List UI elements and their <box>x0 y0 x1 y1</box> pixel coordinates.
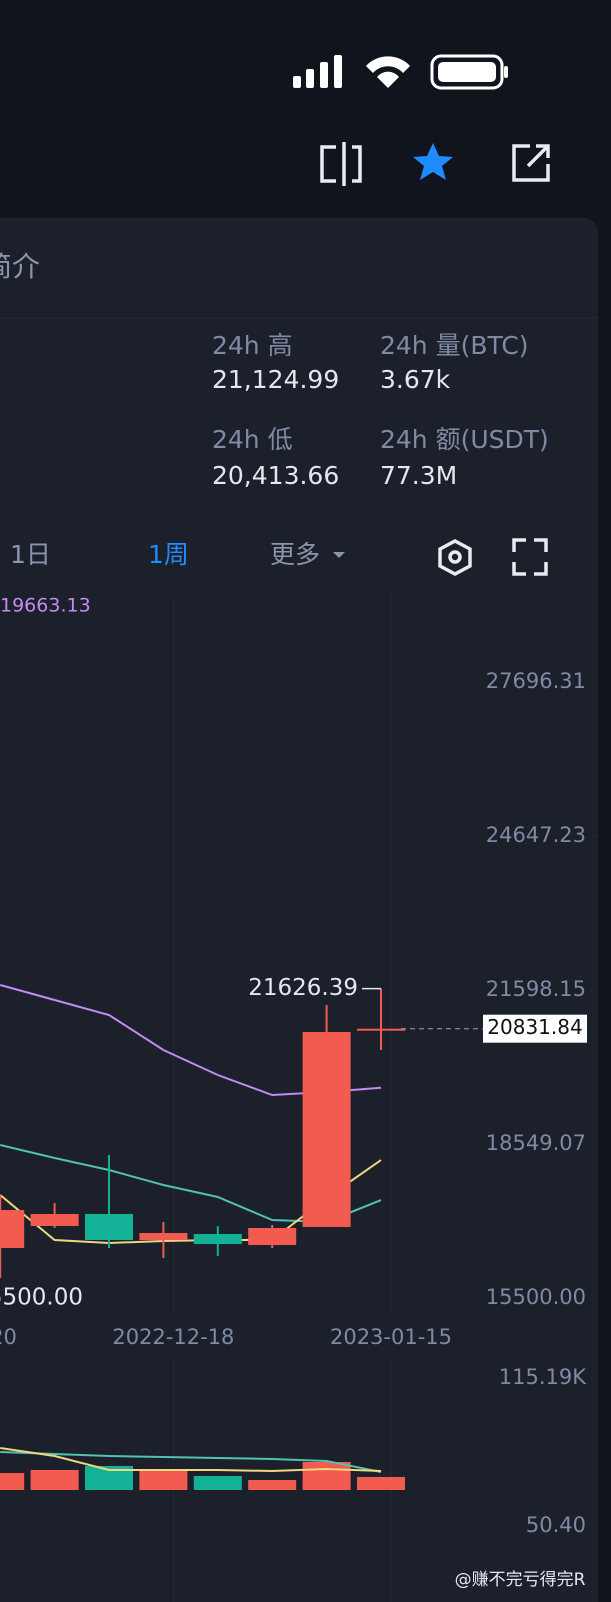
fullscreen-button[interactable] <box>512 538 548 576</box>
candle-body <box>357 1028 405 1031</box>
stat-value: 20,413.66 <box>212 461 339 490</box>
volume-bar <box>139 1469 188 1490</box>
volume-bar <box>30 1469 79 1490</box>
candle-body <box>248 1227 297 1246</box>
volume-bar <box>302 1461 351 1490</box>
low-label: 15500.00 <box>0 1285 83 1311</box>
interval-tab[interactable]: 1日 <box>10 540 51 569</box>
y-tick-label: 115.19K <box>499 1365 587 1389</box>
volume-ma-line <box>0 1447 382 1473</box>
y-tick-label: 27696.31 <box>486 669 586 693</box>
volume-bar <box>193 1475 242 1490</box>
settings-dot <box>448 550 462 564</box>
stat-label: 24h 高 <box>212 331 293 360</box>
volume-ma-line <box>0 1450 382 1473</box>
status-icons <box>293 54 508 90</box>
candle-body <box>85 1214 133 1241</box>
x-tick-label: 2022-12-18 <box>112 1325 234 1349</box>
x-tick-label: 2022-11-20 <box>0 1325 17 1349</box>
share-button[interactable] <box>512 144 550 182</box>
candle-body <box>302 1031 351 1227</box>
ma-label: 19663.13 <box>0 595 91 617</box>
interval-tab-active[interactable]: 1周 <box>148 540 189 569</box>
favorite-button[interactable] <box>413 143 453 180</box>
candle-body <box>193 1234 242 1245</box>
dropdown-arrow <box>333 552 345 558</box>
stat-label: 24h 额(USDT) <box>380 425 549 454</box>
stat-label: 24h 量(BTC) <box>380 331 529 360</box>
high-label: 21626.39 <box>248 975 358 1001</box>
x-tick-label: 2023-01-15 <box>330 1325 452 1349</box>
volume-bar <box>357 1476 405 1490</box>
candle-body <box>139 1232 188 1241</box>
more-tab[interactable]: 更多 <box>270 540 320 569</box>
stat-label: 24h 低 <box>212 425 293 454</box>
y-tick-label: 24647.23 <box>486 823 586 847</box>
price-label: 20831.84 <box>487 1015 582 1039</box>
volume-bar <box>0 1472 25 1490</box>
candle-body <box>0 1210 25 1248</box>
settings-button[interactable] <box>438 539 472 576</box>
stat-value: 3.67k <box>380 365 451 394</box>
watermark: @赚不完亏得完R <box>455 1570 586 1590</box>
candle-body <box>30 1214 79 1226</box>
plot: 2022-11-20 2022-12-18 2023-01-15 15500.00 18… <box>0 595 598 1602</box>
tab-intro[interactable]: 简介 <box>0 250 40 283</box>
volume-bar <box>248 1479 297 1490</box>
indicator-label: 50.40 <box>526 1513 586 1537</box>
panel <box>0 218 598 1602</box>
compare-button[interactable] <box>320 142 362 186</box>
stat-value: 21,124.99 <box>212 365 339 394</box>
y-tick-label: 15500.00 <box>486 1285 586 1309</box>
stat-value: 77.3M <box>380 461 457 490</box>
y-tick-label: 18549.07 <box>486 1131 586 1155</box>
price-tag <box>483 1014 587 1043</box>
y-tick-label: 21598.15 <box>486 977 586 1001</box>
